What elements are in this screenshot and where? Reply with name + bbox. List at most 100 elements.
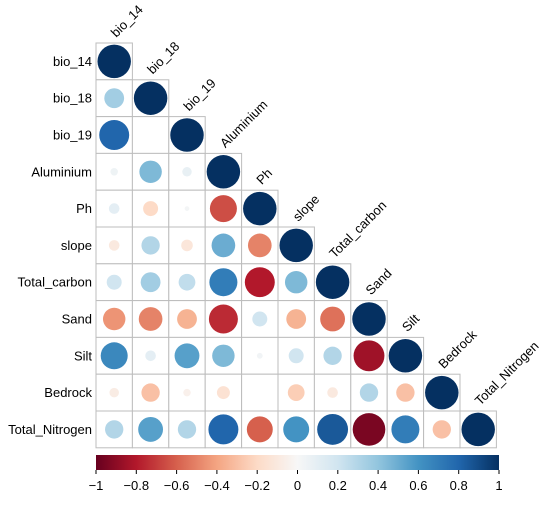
correlation-circle-bio_14-bio_14: [97, 44, 131, 79]
correlation-circle-bedrock-sand: [359, 383, 379, 402]
row-labels: bio_14 bio_18 bio_19 Aluminium Ph slope Total_…: [8, 54, 92, 437]
colorbar-gradient: [96, 455, 499, 470]
correlation-circle-total_nitrogen-aluminium: [208, 414, 239, 445]
column-label-total_carbon: Total_carbon: [326, 198, 389, 261]
matrix-cell: [168, 152, 206, 191]
row-label-total_nitrogen: Total_Nitrogen: [8, 422, 92, 437]
colorbar-tick-label: 0: [294, 478, 301, 493]
row-label-sand: Sand: [62, 312, 92, 327]
column-label-silt: Silt: [399, 311, 423, 335]
correlation-circle-silt-sand: [353, 340, 385, 372]
colorbar-tick-label: −0.2: [244, 478, 270, 493]
correlation-circle-sand-aluminium: [208, 304, 238, 334]
correlation-circle-total_carbon-ph: [244, 267, 275, 298]
column-label-aluminium: Aluminium: [217, 97, 271, 151]
correlation-circle-slope-bio_19: [181, 239, 193, 252]
correlation-circle-total_nitrogen-ph: [246, 416, 273, 443]
correlation-circle-aluminium-aluminium: [206, 155, 241, 189]
correlation-circle-total_nitrogen-total_carbon: [317, 413, 349, 445]
colorbar-tick-label: 0.4: [369, 478, 387, 493]
correlation-circle-total_nitrogen-sand: [352, 413, 386, 446]
row-label-total_carbon: Total_carbon: [18, 275, 92, 290]
correlation-circle-bedrock-bedrock: [425, 375, 459, 410]
matrix-cells: [95, 42, 497, 449]
correlation-circle-total_nitrogen-bio_19: [177, 420, 197, 439]
column-label-bio_19: bio_19: [181, 76, 219, 114]
correlation-circle-sand-bio_14: [102, 307, 126, 331]
correlation-circle-silt-bio_14: [100, 342, 128, 370]
correlation-circle-aluminium-bio_19: [182, 167, 192, 177]
row-label-bio_14: bio_14: [53, 54, 92, 69]
correlation-circle-bedrock-bio_18: [141, 383, 160, 402]
row-label-ph: Ph: [76, 201, 92, 216]
colorbar-tick-label: −0.6: [164, 478, 190, 493]
correlation-circle-ph-ph: [243, 191, 277, 226]
correlation-circle-silt-silt: [388, 339, 423, 373]
colorbar-tick-label: 1: [495, 478, 502, 493]
correlation-circle-ph-bio_14: [108, 203, 120, 214]
row-label-bio_19: bio_19: [53, 128, 92, 143]
colorbar: −1 −0.8 −0.6 −0.4 −0.2 0 0.2 0.4 0.6 0.8 1: [89, 455, 503, 493]
correlation-circle-total_nitrogen-silt: [391, 415, 420, 444]
correlation-circle-bio_19-bio_14: [99, 120, 130, 150]
colorbar-tick-label: −0.8: [123, 478, 149, 493]
correlation-circle-total_carbon-aluminium: [209, 268, 238, 297]
column-label-ph: Ph: [253, 165, 275, 187]
matrix-cell: [131, 263, 170, 302]
correlation-circle-slope-bio_18: [141, 236, 160, 255]
correlation-circle-bio_19-bio_19: [170, 118, 204, 152]
column-label-bio_18: bio_18: [144, 39, 182, 77]
correlation-circle-total_carbon-bio_14: [106, 274, 122, 290]
correlation-circle-bedrock-bio_14: [109, 387, 119, 398]
correlation-circle-silt-bio_19: [174, 343, 200, 369]
correlation-circle-bio_18-bio_14: [104, 88, 125, 109]
correlation-circle-sand-bio_19: [177, 309, 197, 329]
correlation-circle-bedrock-silt: [396, 383, 415, 402]
correlation-circle-slope-aluminium: [211, 233, 236, 258]
correlation-circle-ph-bio_18: [143, 201, 159, 217]
correlation-circle-sand-bio_18: [138, 307, 163, 331]
colorbar-ticks: −1 −0.8 −0.6 −0.4 −0.2 0 0.2 0.4 0.6 0.8 1: [89, 470, 503, 493]
column-label-total_nitrogen: Total_Nitrogen: [472, 338, 542, 408]
correlation-circle-ph-bio_19: [184, 206, 190, 211]
row-label-slope: slope: [61, 238, 92, 253]
correlation-circle-slope-slope: [279, 228, 313, 263]
correlation-circle-bedrock-total_carbon: [327, 387, 338, 398]
correlation-circle-silt-ph: [256, 352, 263, 359]
correlation-circle-total_nitrogen-bedrock: [432, 420, 451, 439]
colorbar-tick-label: −1: [89, 478, 104, 493]
correlation-circle-bedrock-slope: [287, 384, 305, 401]
correlation-circle-sand-sand: [352, 302, 386, 336]
correlation-circle-total_nitrogen-bio_14: [105, 420, 124, 439]
correlation-circle-total_nitrogen-slope: [283, 416, 310, 443]
correlation-circle-total_nitrogen-bio_18: [138, 416, 164, 442]
correlation-circle-silt-slope: [288, 348, 304, 364]
correlation-circle-aluminium-bio_14: [110, 168, 118, 176]
column-label-bio_14: bio_14: [108, 2, 146, 40]
correlation-circle-bedrock-aluminium: [216, 386, 230, 400]
matrix-cell: [131, 116, 170, 154]
correlation-circle-slope-bio_14: [108, 240, 120, 251]
correlation-circle-total_carbon-bio_19: [178, 273, 196, 291]
correlation-circle-sand-total_carbon: [320, 306, 346, 332]
correlation-circle-ph-aluminium: [209, 195, 237, 223]
correlation-circle-bedrock-bio_19: [183, 388, 191, 397]
correlation-circle-slope-ph: [247, 233, 272, 258]
correlation-circle-silt-aluminium: [212, 344, 235, 368]
row-label-bedrock: Bedrock: [44, 385, 92, 400]
correlation-circle-aluminium-bio_18: [139, 160, 162, 184]
colorbar-tick-label: 0.6: [409, 478, 427, 493]
column-label-slope: slope: [290, 192, 323, 225]
correlation-circle-total_carbon-bio_18: [140, 272, 161, 293]
correlation-circle-silt-total_carbon: [323, 346, 342, 365]
correlation-circle-sand-slope: [286, 309, 307, 329]
row-label-bio_18: bio_18: [53, 91, 92, 106]
correlation-circle-silt-bio_18: [145, 350, 156, 362]
row-label-aluminium: Aluminium: [31, 164, 92, 179]
colorbar-tick-label: 0.8: [450, 478, 468, 493]
correlation-circle-total_nitrogen-total_nitrogen: [461, 412, 495, 447]
correlation-circle-total_carbon-slope: [284, 270, 308, 294]
correlation-circle-total_carbon-total_carbon: [315, 265, 350, 299]
column-label-sand: Sand: [363, 266, 395, 298]
